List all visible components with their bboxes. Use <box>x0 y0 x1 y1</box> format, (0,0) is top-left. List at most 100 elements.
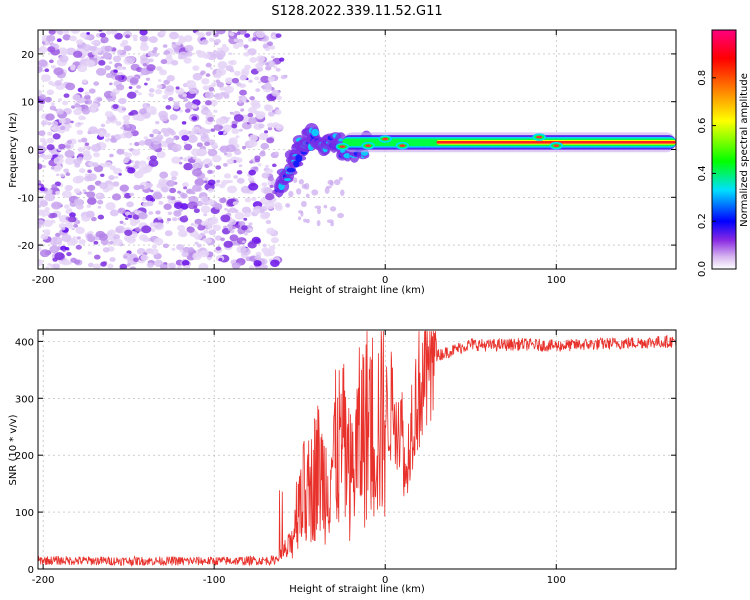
noise-blob <box>77 147 85 153</box>
noise-blob <box>239 89 247 96</box>
noise-blob <box>108 61 113 65</box>
noise-blob <box>76 177 84 183</box>
noise-blob <box>153 222 165 231</box>
noise-blob <box>104 132 111 138</box>
noise-blob <box>188 247 194 252</box>
noise-blob <box>208 87 215 92</box>
noise-blob <box>55 232 61 237</box>
noise-blob <box>231 262 241 269</box>
noise-blob <box>241 225 248 231</box>
noise-blob <box>65 123 72 129</box>
snr-ticks: -200 -100 0 100 0 100 200 300 400 <box>15 330 676 586</box>
noise-blob <box>125 34 131 39</box>
noise-blob <box>93 81 100 86</box>
noise-blob <box>272 34 276 38</box>
noise-blob <box>200 135 210 143</box>
noise-blob <box>44 96 52 103</box>
noise-blob <box>99 182 108 190</box>
noise-blob <box>152 128 160 135</box>
noise-blob <box>76 129 84 135</box>
snr-series-line <box>38 330 676 567</box>
noise-blob <box>87 262 94 268</box>
noise-blob <box>39 200 49 207</box>
noise-blob <box>211 82 217 87</box>
noise-blob <box>232 201 239 206</box>
noise-blob <box>58 166 63 169</box>
noise-blob <box>270 55 275 59</box>
noise-blob <box>102 52 113 60</box>
spectrogram-image <box>38 30 676 269</box>
noise-blob <box>183 143 193 151</box>
noise-blob <box>160 127 168 134</box>
noise-blob <box>136 114 145 122</box>
noise-blob <box>257 163 262 167</box>
sweep-scatter <box>329 206 337 212</box>
noise-blob <box>274 151 279 155</box>
noise-blob <box>52 125 61 133</box>
noise-blob <box>49 59 54 64</box>
noise-blob <box>197 50 207 58</box>
noise-blob <box>47 121 52 126</box>
noise-blob <box>87 169 92 174</box>
noise-blob <box>94 47 102 54</box>
chart-title: S128.2022.339.11.52.G11 <box>271 4 442 19</box>
sweep-scatter <box>305 193 310 198</box>
colorbar-label: Normalized spectral amplitude <box>739 73 750 227</box>
noise-blob <box>162 94 169 100</box>
noise-blob <box>50 102 55 106</box>
sweep-scatter <box>314 205 322 209</box>
band-knot-core <box>365 144 372 147</box>
noise-blob <box>249 134 258 142</box>
snr-ytick-label: 200 <box>15 451 34 462</box>
noise-blob <box>238 128 243 132</box>
noise-blob <box>223 152 228 156</box>
noise-blob <box>104 110 114 118</box>
noise-blob <box>38 219 45 227</box>
noise-blob <box>146 106 157 114</box>
noise-blob <box>148 58 154 63</box>
noise-blob <box>248 227 253 232</box>
noise-blob <box>231 123 238 129</box>
noise-blob <box>227 227 233 232</box>
noise-blob <box>156 183 163 189</box>
noise-blob <box>114 32 123 40</box>
snr-xtick-label: -100 <box>203 575 226 586</box>
noise-blob <box>66 251 72 257</box>
noise-blob <box>87 184 96 191</box>
noise-blob <box>118 173 122 176</box>
noise-blob <box>275 67 281 72</box>
noise-blob <box>234 149 242 156</box>
sweep-scatter <box>311 189 319 196</box>
noise-blob <box>97 214 105 220</box>
noise-blob <box>247 241 257 249</box>
noise-blob <box>122 222 127 226</box>
spectrogram-xtick-label: 100 <box>547 275 566 286</box>
noise-blob <box>210 128 216 132</box>
sweep-core <box>338 138 344 142</box>
noise-blob <box>207 111 213 116</box>
noise-blob <box>100 173 105 177</box>
noise-blob <box>270 259 280 267</box>
noise-blob <box>218 258 223 262</box>
noise-blob <box>215 30 226 35</box>
sweep-scatter <box>296 188 302 195</box>
noise-blob <box>59 78 64 82</box>
noise-blob <box>264 130 269 134</box>
noise-blob <box>144 82 148 86</box>
noise-blob <box>123 121 128 125</box>
noise-blob <box>127 167 136 174</box>
noise-blob <box>138 212 148 220</box>
noise-blob <box>43 219 53 228</box>
noise-blob <box>45 113 55 121</box>
noise-blob <box>224 207 228 211</box>
noise-blob <box>138 140 146 146</box>
noise-blob <box>134 160 140 165</box>
noise-blob <box>109 153 114 158</box>
sweep-core <box>295 154 303 163</box>
noise-blob <box>148 211 154 215</box>
noise-blob <box>38 130 46 137</box>
spectrogram-ylabel: Frequency (Hz) <box>8 112 19 188</box>
noise-blob <box>166 53 173 59</box>
